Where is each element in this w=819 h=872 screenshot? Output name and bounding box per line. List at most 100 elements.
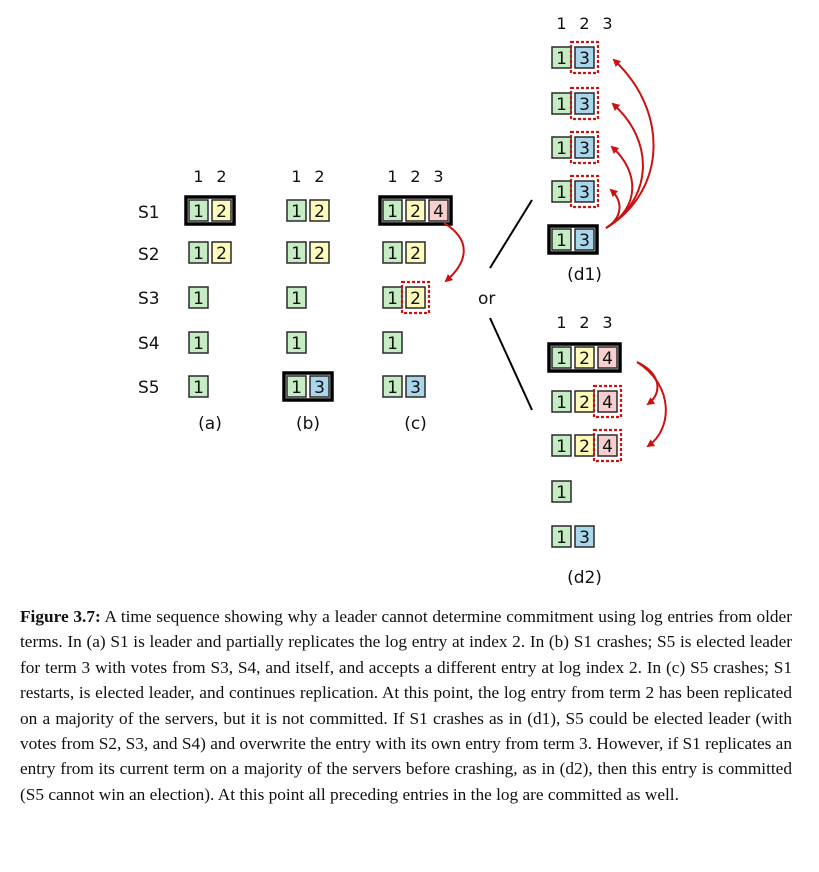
log-entry-cell	[551, 346, 572, 369]
log-entry-cell	[382, 199, 403, 222]
log-entry-term: 4	[433, 202, 444, 222]
log-entry-term: 1	[387, 202, 398, 222]
log-entry-cell	[405, 199, 426, 222]
leader-outline	[547, 342, 622, 373]
log-entry-cell	[574, 525, 595, 548]
log-entry-cell	[574, 346, 595, 369]
server-label-s5: S5	[138, 378, 160, 398]
log-entry-term: 1	[291, 378, 302, 398]
arrow-d1-s5-to-s1	[605, 58, 655, 229]
log-entry-cell	[188, 375, 209, 398]
caption-label: Figure 3.7:	[20, 607, 101, 626]
leader-outline	[184, 195, 236, 226]
log-entry-cell	[551, 480, 572, 503]
log-entry-cell	[574, 46, 595, 69]
log-index-1: 1	[193, 167, 203, 186]
log-entry-cell	[382, 241, 403, 264]
log-entry-cell	[428, 199, 449, 222]
log-entry-term: 1	[556, 528, 567, 548]
leader-outline	[547, 224, 599, 255]
log-entry-term: 3	[410, 378, 421, 398]
log-entry-cell	[309, 199, 330, 222]
log-entry-term: 3	[314, 378, 325, 398]
log-entry-term: 4	[602, 437, 613, 457]
log-entry-term: 2	[579, 393, 590, 413]
log-index-3: 3	[602, 313, 612, 332]
server-labels: S1 S2 S3 S4 S5	[138, 203, 160, 398]
log-row-s3: 1	[286, 286, 307, 309]
log-entry-cell	[574, 92, 595, 115]
panel-d1: 1 2 31 31 31 31 31 3(d1)	[547, 14, 613, 285]
highlight-box	[569, 174, 600, 209]
log-index-1: 1	[387, 167, 397, 186]
panel-d2: 1 2 31 2 41 2 41 2 411 3(d2)	[547, 313, 623, 588]
log-entry-term: 1	[556, 95, 567, 115]
log-row-s4: 1	[382, 331, 403, 354]
log-entry-term: 1	[556, 231, 567, 251]
log-entry-cell	[188, 199, 209, 222]
log-index-1: 1	[556, 14, 566, 33]
log-entry-term: 2	[579, 349, 590, 369]
highlight-box	[569, 40, 600, 75]
server-label-s3: S3	[138, 289, 160, 309]
server-label-s2: S2	[138, 245, 160, 265]
log-entry-cell	[188, 286, 209, 309]
log-entry-cell	[574, 228, 595, 251]
log-entry-cell	[286, 241, 307, 264]
log-entry-cell	[551, 228, 572, 251]
log-entry-term: 3	[579, 49, 590, 69]
log-index-2: 2	[579, 14, 589, 33]
log-entry-cell	[382, 375, 403, 398]
log-index-2: 2	[314, 167, 324, 186]
log-entry-cell	[188, 331, 209, 354]
log-entry-cell	[286, 375, 307, 398]
log-entry-term: 1	[556, 437, 567, 457]
log-entry-term: 4	[602, 393, 613, 413]
highlight-box	[569, 130, 600, 165]
log-entry-cell	[211, 199, 232, 222]
log-entry-cell	[309, 375, 330, 398]
log-entry-term: 1	[193, 334, 204, 354]
log-entry-cell	[597, 346, 618, 369]
log-entry-term: 1	[556, 349, 567, 369]
log-entry-cell	[286, 331, 307, 354]
highlight-box	[592, 384, 623, 419]
log-entry-cell	[286, 199, 307, 222]
log-entry-term: 4	[602, 349, 613, 369]
log-entry-cell	[405, 286, 426, 309]
log-index-2: 2	[410, 167, 420, 186]
log-entry-term: 1	[556, 483, 567, 503]
log-entry-cell	[309, 241, 330, 264]
arrow-d2-s1-to-s2	[636, 361, 659, 406]
server-label-s1: S1	[138, 203, 160, 223]
log-entry-term: 1	[193, 378, 204, 398]
log-entry-term: 1	[193, 244, 204, 264]
log-entry-term: 2	[216, 244, 227, 264]
panel-label-a: (a)	[198, 414, 222, 434]
log-entry-term: 2	[410, 289, 421, 309]
highlight-box	[592, 428, 623, 463]
log-entry-term: 1	[556, 183, 567, 203]
arrow-d2-s1-to-s3	[636, 361, 667, 448]
log-entry-cell	[188, 241, 209, 264]
log-entry-term: 3	[579, 528, 590, 548]
log-entry-cell	[597, 434, 618, 457]
log-entry-term: 1	[291, 202, 302, 222]
arrow-d1-s5-to-s2	[605, 102, 644, 229]
log-entry-cell	[211, 241, 232, 264]
log-entry-term: 3	[579, 95, 590, 115]
panel-label-d2: (d2)	[567, 568, 602, 588]
log-index-2: 2	[216, 167, 226, 186]
or-label: or	[478, 289, 495, 309]
